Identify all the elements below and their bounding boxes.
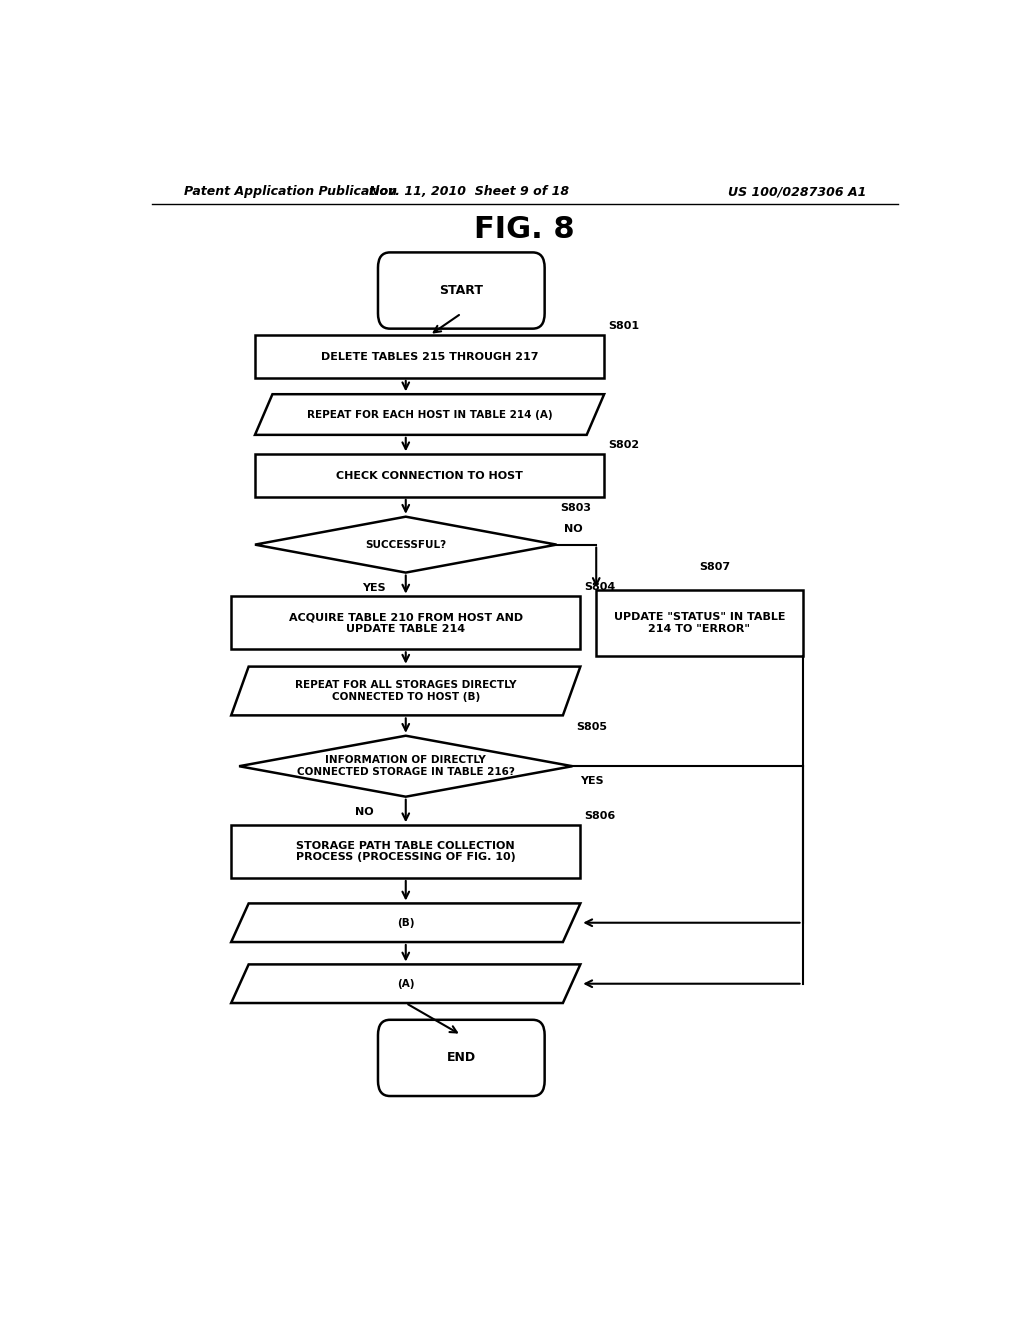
Text: S802: S802 [608, 440, 639, 450]
Polygon shape [231, 903, 581, 942]
Text: NO: NO [355, 807, 374, 817]
Polygon shape [255, 516, 557, 573]
Text: ACQUIRE TABLE 210 FROM HOST AND
UPDATE TABLE 214: ACQUIRE TABLE 210 FROM HOST AND UPDATE T… [289, 612, 523, 634]
Text: SUCCESSFUL?: SUCCESSFUL? [366, 540, 446, 549]
Text: UPDATE "STATUS" IN TABLE
214 TO "ERROR": UPDATE "STATUS" IN TABLE 214 TO "ERROR" [613, 612, 785, 634]
FancyBboxPatch shape [231, 597, 581, 649]
FancyBboxPatch shape [255, 335, 604, 378]
Polygon shape [231, 667, 581, 715]
Text: START: START [439, 284, 483, 297]
Text: NO: NO [564, 524, 583, 535]
Text: Patent Application Publication: Patent Application Publication [183, 185, 396, 198]
Text: S803: S803 [560, 503, 592, 512]
Text: REPEAT FOR ALL STORAGES DIRECTLY
CONNECTED TO HOST (B): REPEAT FOR ALL STORAGES DIRECTLY CONNECT… [295, 680, 516, 702]
Text: FIG. 8: FIG. 8 [474, 215, 575, 244]
Text: (B): (B) [397, 917, 415, 928]
Text: Nov. 11, 2010  Sheet 9 of 18: Nov. 11, 2010 Sheet 9 of 18 [370, 185, 569, 198]
Text: REPEAT FOR EACH HOST IN TABLE 214 (A): REPEAT FOR EACH HOST IN TABLE 214 (A) [307, 409, 552, 420]
Polygon shape [255, 395, 604, 434]
Text: (A): (A) [397, 978, 415, 989]
Text: YES: YES [581, 776, 604, 787]
Text: S806: S806 [585, 810, 615, 821]
FancyBboxPatch shape [378, 1020, 545, 1096]
Polygon shape [239, 735, 572, 797]
FancyBboxPatch shape [255, 454, 604, 496]
Text: END: END [446, 1052, 476, 1064]
Text: S805: S805 [577, 722, 607, 731]
Text: INFORMATION OF DIRECTLY
CONNECTED STORAGE IN TABLE 216?: INFORMATION OF DIRECTLY CONNECTED STORAG… [297, 755, 515, 777]
Text: S801: S801 [608, 321, 639, 331]
FancyBboxPatch shape [378, 252, 545, 329]
Text: S804: S804 [585, 582, 615, 593]
Text: US 100/0287306 A1: US 100/0287306 A1 [728, 185, 866, 198]
FancyBboxPatch shape [596, 590, 803, 656]
Text: DELETE TABLES 215 THROUGH 217: DELETE TABLES 215 THROUGH 217 [321, 351, 539, 362]
FancyBboxPatch shape [231, 825, 581, 878]
Polygon shape [231, 965, 581, 1003]
Text: STORAGE PATH TABLE COLLECTION
PROCESS (PROCESSING OF FIG. 10): STORAGE PATH TABLE COLLECTION PROCESS (P… [296, 841, 516, 862]
Text: CHECK CONNECTION TO HOST: CHECK CONNECTION TO HOST [336, 470, 523, 480]
Text: YES: YES [362, 583, 386, 593]
Text: S807: S807 [699, 561, 730, 572]
